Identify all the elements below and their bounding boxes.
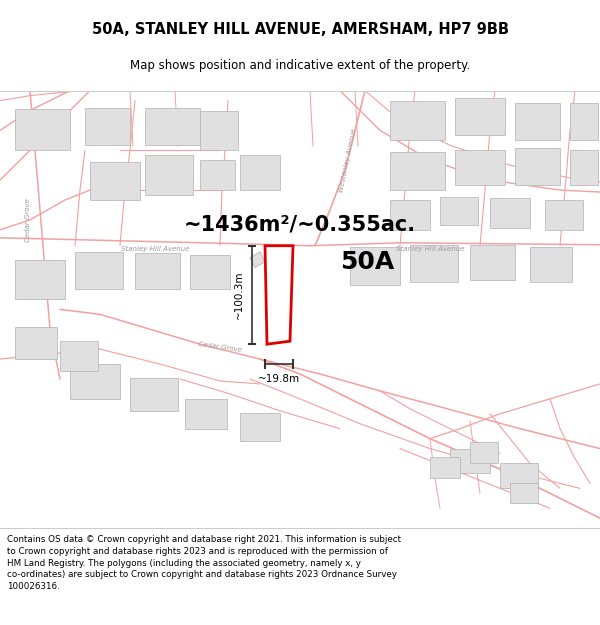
Polygon shape (250, 252, 265, 268)
Bar (200, 111, 238, 150)
Bar (455, 150, 505, 185)
Text: ~19.8m: ~19.8m (258, 374, 300, 384)
Bar (510, 483, 538, 503)
Bar (515, 148, 560, 185)
Text: Cedar Grove: Cedar Grove (25, 198, 31, 242)
Text: 50A: 50A (340, 249, 394, 274)
Bar (200, 160, 235, 190)
Bar (85, 107, 130, 145)
Bar (15, 328, 57, 359)
Bar (145, 155, 193, 195)
Bar (190, 255, 230, 289)
Bar (455, 98, 505, 136)
Bar (60, 341, 98, 371)
Bar (530, 247, 572, 281)
Bar (570, 102, 598, 141)
Bar (390, 101, 445, 141)
Text: Stanley Hill Avenue: Stanley Hill Avenue (121, 246, 189, 252)
Bar (90, 162, 140, 200)
Text: Map shows position and indicative extent of the property.: Map shows position and indicative extent… (130, 59, 470, 72)
Bar (440, 197, 478, 225)
Bar (130, 378, 178, 411)
Bar (185, 399, 227, 429)
Bar (450, 449, 490, 474)
Text: Stanley Hill Avenue: Stanley Hill Avenue (396, 246, 464, 252)
Bar (240, 155, 280, 190)
Text: ~1436m²/~0.355ac.: ~1436m²/~0.355ac. (184, 215, 416, 235)
Bar (390, 152, 445, 190)
Bar (15, 259, 65, 299)
Text: Contains OS data © Crown copyright and database right 2021. This information is : Contains OS data © Crown copyright and d… (7, 535, 401, 591)
Bar (410, 245, 458, 281)
Text: 50A, STANLEY HILL AVENUE, AMERSHAM, HP7 9BB: 50A, STANLEY HILL AVENUE, AMERSHAM, HP7 … (91, 21, 509, 36)
Bar (350, 247, 400, 284)
Polygon shape (265, 246, 293, 344)
Bar (145, 107, 200, 145)
Text: Cedar Grove: Cedar Grove (198, 341, 242, 353)
Bar (570, 150, 598, 185)
Bar (545, 200, 583, 230)
Bar (390, 200, 430, 230)
Bar (75, 252, 123, 289)
Bar (15, 109, 70, 150)
Bar (515, 102, 560, 141)
Bar (470, 442, 498, 464)
Bar (240, 412, 280, 441)
Text: Westanley Avenue: Westanley Avenue (338, 127, 358, 192)
Bar (430, 456, 460, 478)
Text: ~100.3m: ~100.3m (234, 271, 244, 319)
Bar (70, 364, 120, 399)
Bar (135, 253, 180, 289)
Bar (470, 245, 515, 279)
Bar (500, 464, 538, 488)
Bar (490, 198, 530, 228)
